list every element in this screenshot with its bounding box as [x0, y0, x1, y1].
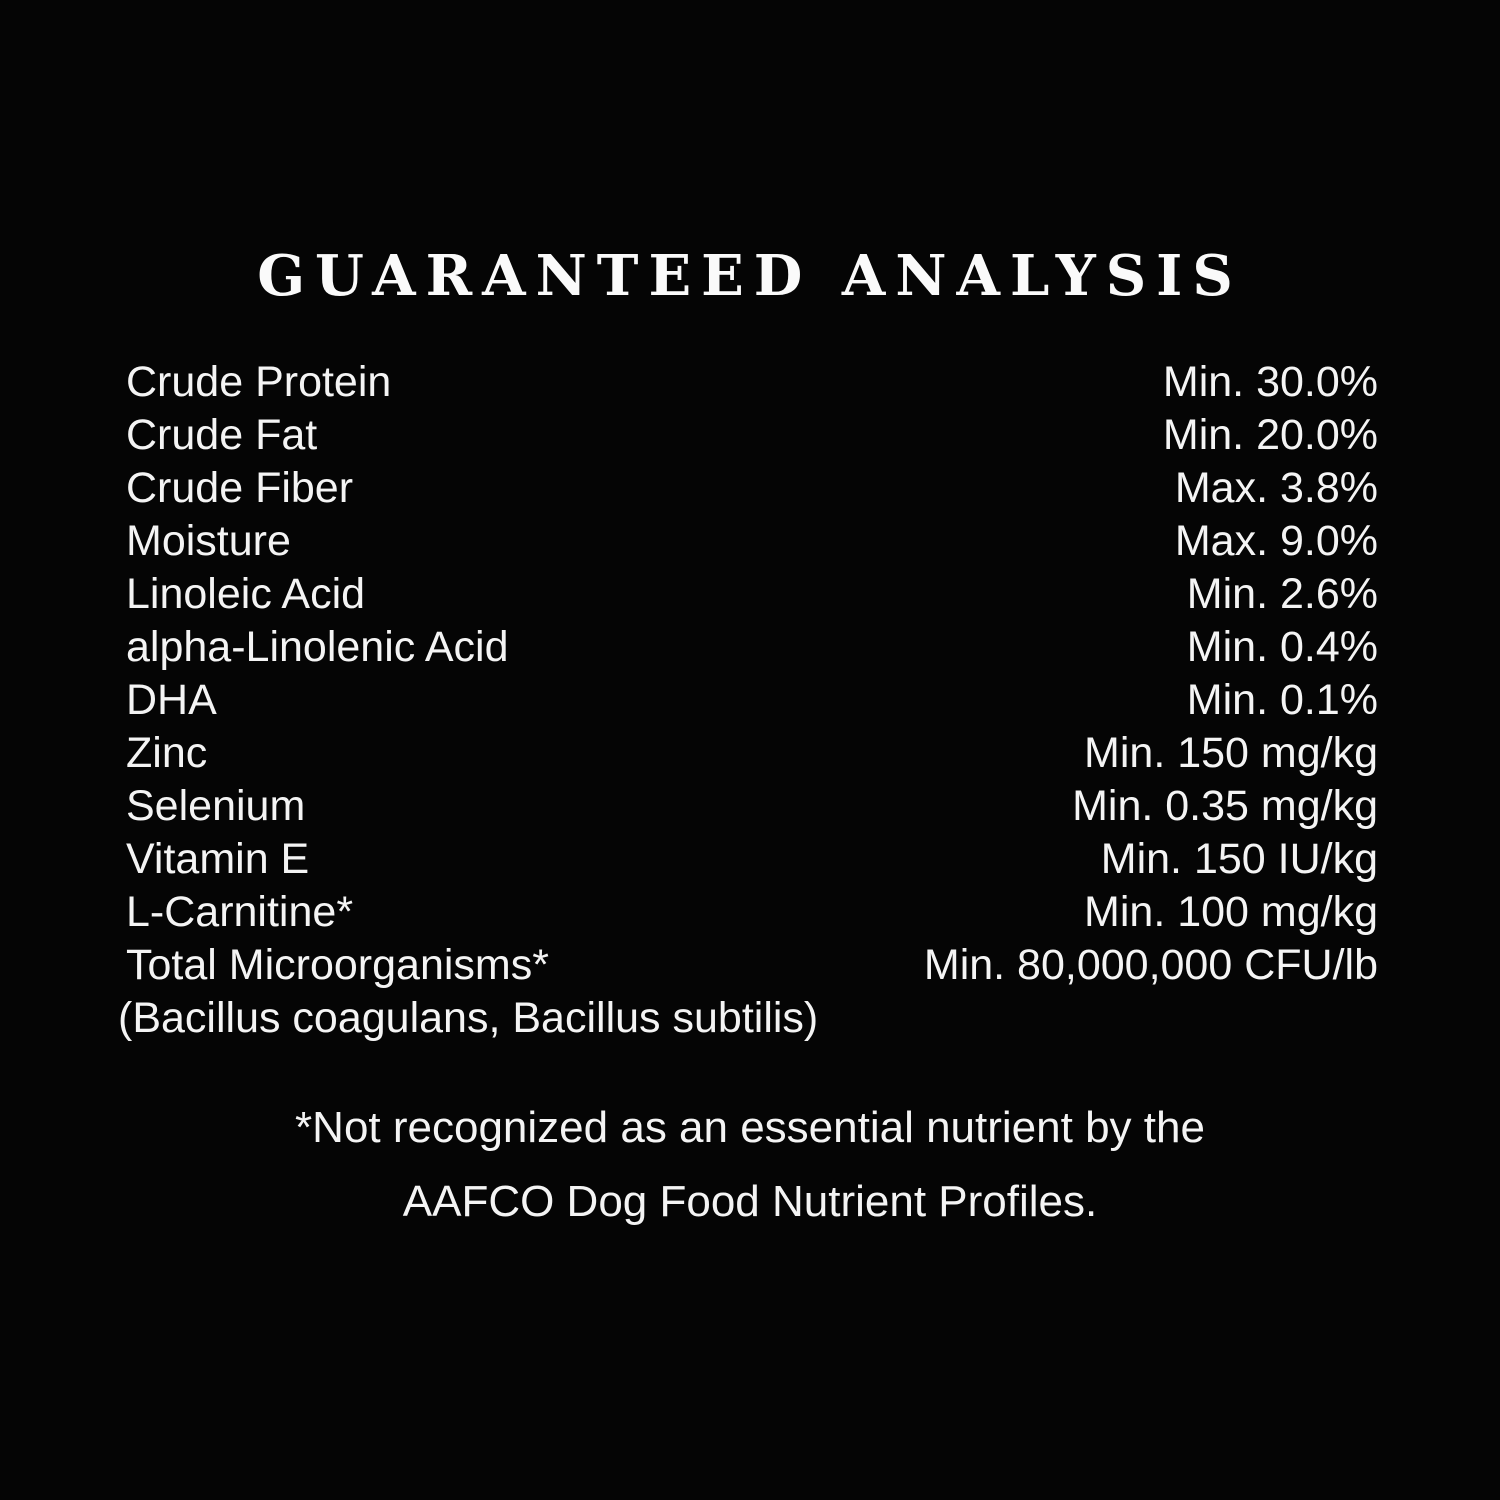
nutrient-value: Min. 30.0% [1162, 358, 1378, 406]
nutrient-label: Crude Fiber [126, 464, 354, 512]
analysis-row: DHA Min. 0.1% [126, 674, 1378, 727]
analysis-row: alpha-Linolenic Acid Min. 0.4% [126, 621, 1378, 674]
nutrient-value: Max. 9.0% [1174, 517, 1378, 565]
nutrient-value: Max. 3.8% [1174, 464, 1378, 512]
nutrient-label: Zinc [126, 729, 208, 777]
analysis-row: Zinc Min. 150 mg/kg [126, 727, 1378, 780]
analysis-row: Crude Fat Min. 20.0% [126, 409, 1378, 462]
microorganisms-species-note: (Bacillus coagulans, Bacillus subtilis) [118, 994, 819, 1042]
nutrient-label: L-Carnitine* [126, 888, 354, 936]
analysis-row: Selenium Min. 0.35 mg/kg [126, 780, 1378, 833]
analysis-row: Linoleic Acid Min. 2.6% [126, 568, 1378, 621]
nutrient-value: Min. 20.0% [1162, 411, 1378, 459]
nutrient-value: Min. 100 mg/kg [1084, 888, 1378, 936]
nutrient-label: Crude Fat [126, 411, 318, 459]
analysis-row: Total Microorganisms* Min. 80,000,000 CF… [126, 939, 1378, 992]
analysis-table: Crude Protein Min. 30.0% Crude Fat Min. … [0, 356, 1500, 992]
nutrient-value: Min. 0.4% [1186, 623, 1378, 671]
nutrient-label: Vitamin E [126, 835, 310, 883]
nutrient-label: Linoleic Acid [126, 570, 366, 618]
nutrient-value: Min. 0.1% [1186, 676, 1378, 724]
nutrient-label: Selenium [126, 782, 306, 830]
nutrient-value: Min. 150 mg/kg [1084, 729, 1378, 777]
nutrient-value: Min. 2.6% [1186, 570, 1378, 618]
nutrient-label: Crude Protein [126, 358, 392, 406]
analysis-row: Moisture Max. 9.0% [126, 515, 1378, 568]
analysis-row: Crude Fiber Max. 3.8% [126, 462, 1378, 515]
nutrient-label: Moisture [126, 517, 291, 565]
analysis-row: Vitamin E Min. 150 IU/kg [126, 833, 1378, 886]
nutrient-label: alpha-Linolenic Acid [126, 623, 509, 671]
nutrient-value: Min. 80,000,000 CFU/lb [923, 941, 1378, 989]
footnote-line-1: *Not recognized as an essential nutrient… [295, 1103, 1205, 1152]
analysis-row: Crude Protein Min. 30.0% [126, 356, 1378, 409]
footnote-line-2: AAFCO Dog Food Nutrient Profiles. [402, 1177, 1098, 1226]
nutrient-label: Total Microorganisms* [126, 941, 549, 989]
page-title: GUARANTEED ANALYSIS [257, 243, 1243, 309]
footnote: *Not recognized as an essential nutrient… [0, 1091, 1500, 1239]
nutrient-value: Min. 150 IU/kg [1100, 835, 1378, 883]
nutrient-value: Min. 0.35 mg/kg [1072, 782, 1378, 830]
nutrient-label: DHA [126, 676, 217, 724]
analysis-row: L-Carnitine* Min. 100 mg/kg [126, 886, 1378, 939]
